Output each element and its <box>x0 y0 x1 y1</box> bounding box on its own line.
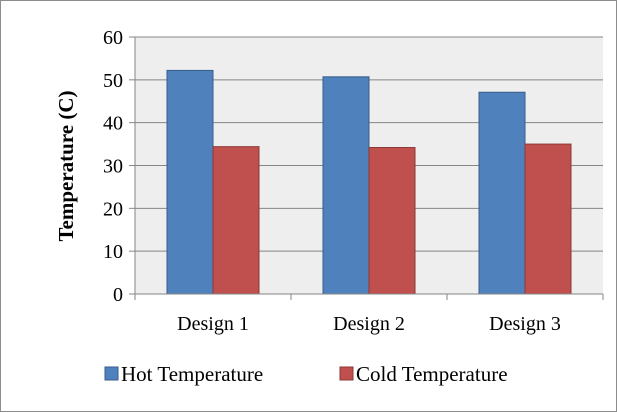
legend-swatch-cold-temperature <box>339 366 354 381</box>
bar-cold-temperature-2 <box>368 147 416 295</box>
axes <box>129 36 604 300</box>
bar-cold-temperature-3 <box>524 143 572 295</box>
y-tick-label: 40 <box>103 113 123 135</box>
y-tick-label: 10 <box>103 241 123 263</box>
bars <box>166 69 572 295</box>
legend: Hot Temperature Cold Temperature <box>104 362 508 386</box>
x-category-label: Design 1 <box>177 313 249 335</box>
y-tick-label: 60 <box>103 27 123 49</box>
bar-hot-temperature-3 <box>478 91 526 295</box>
y-tick-label: 30 <box>103 156 123 178</box>
y-tick-label: 50 <box>103 70 123 92</box>
bar-hot-temperature-2 <box>322 76 370 295</box>
bar-hot-temperature-1 <box>166 69 214 295</box>
x-category-label: Design 3 <box>489 313 561 335</box>
y-tick-label: 0 <box>113 284 123 306</box>
bar-cold-temperature-1 <box>212 146 260 295</box>
y-tick-label: 20 <box>103 198 123 220</box>
legend-label: Hot Temperature <box>121 362 263 386</box>
x-category-label: Design 2 <box>333 313 405 335</box>
legend-label: Cold Temperature <box>356 362 508 386</box>
y-axis-title: Temperature (C) <box>54 90 78 241</box>
legend-swatch-hot-temperature <box>104 366 119 381</box>
